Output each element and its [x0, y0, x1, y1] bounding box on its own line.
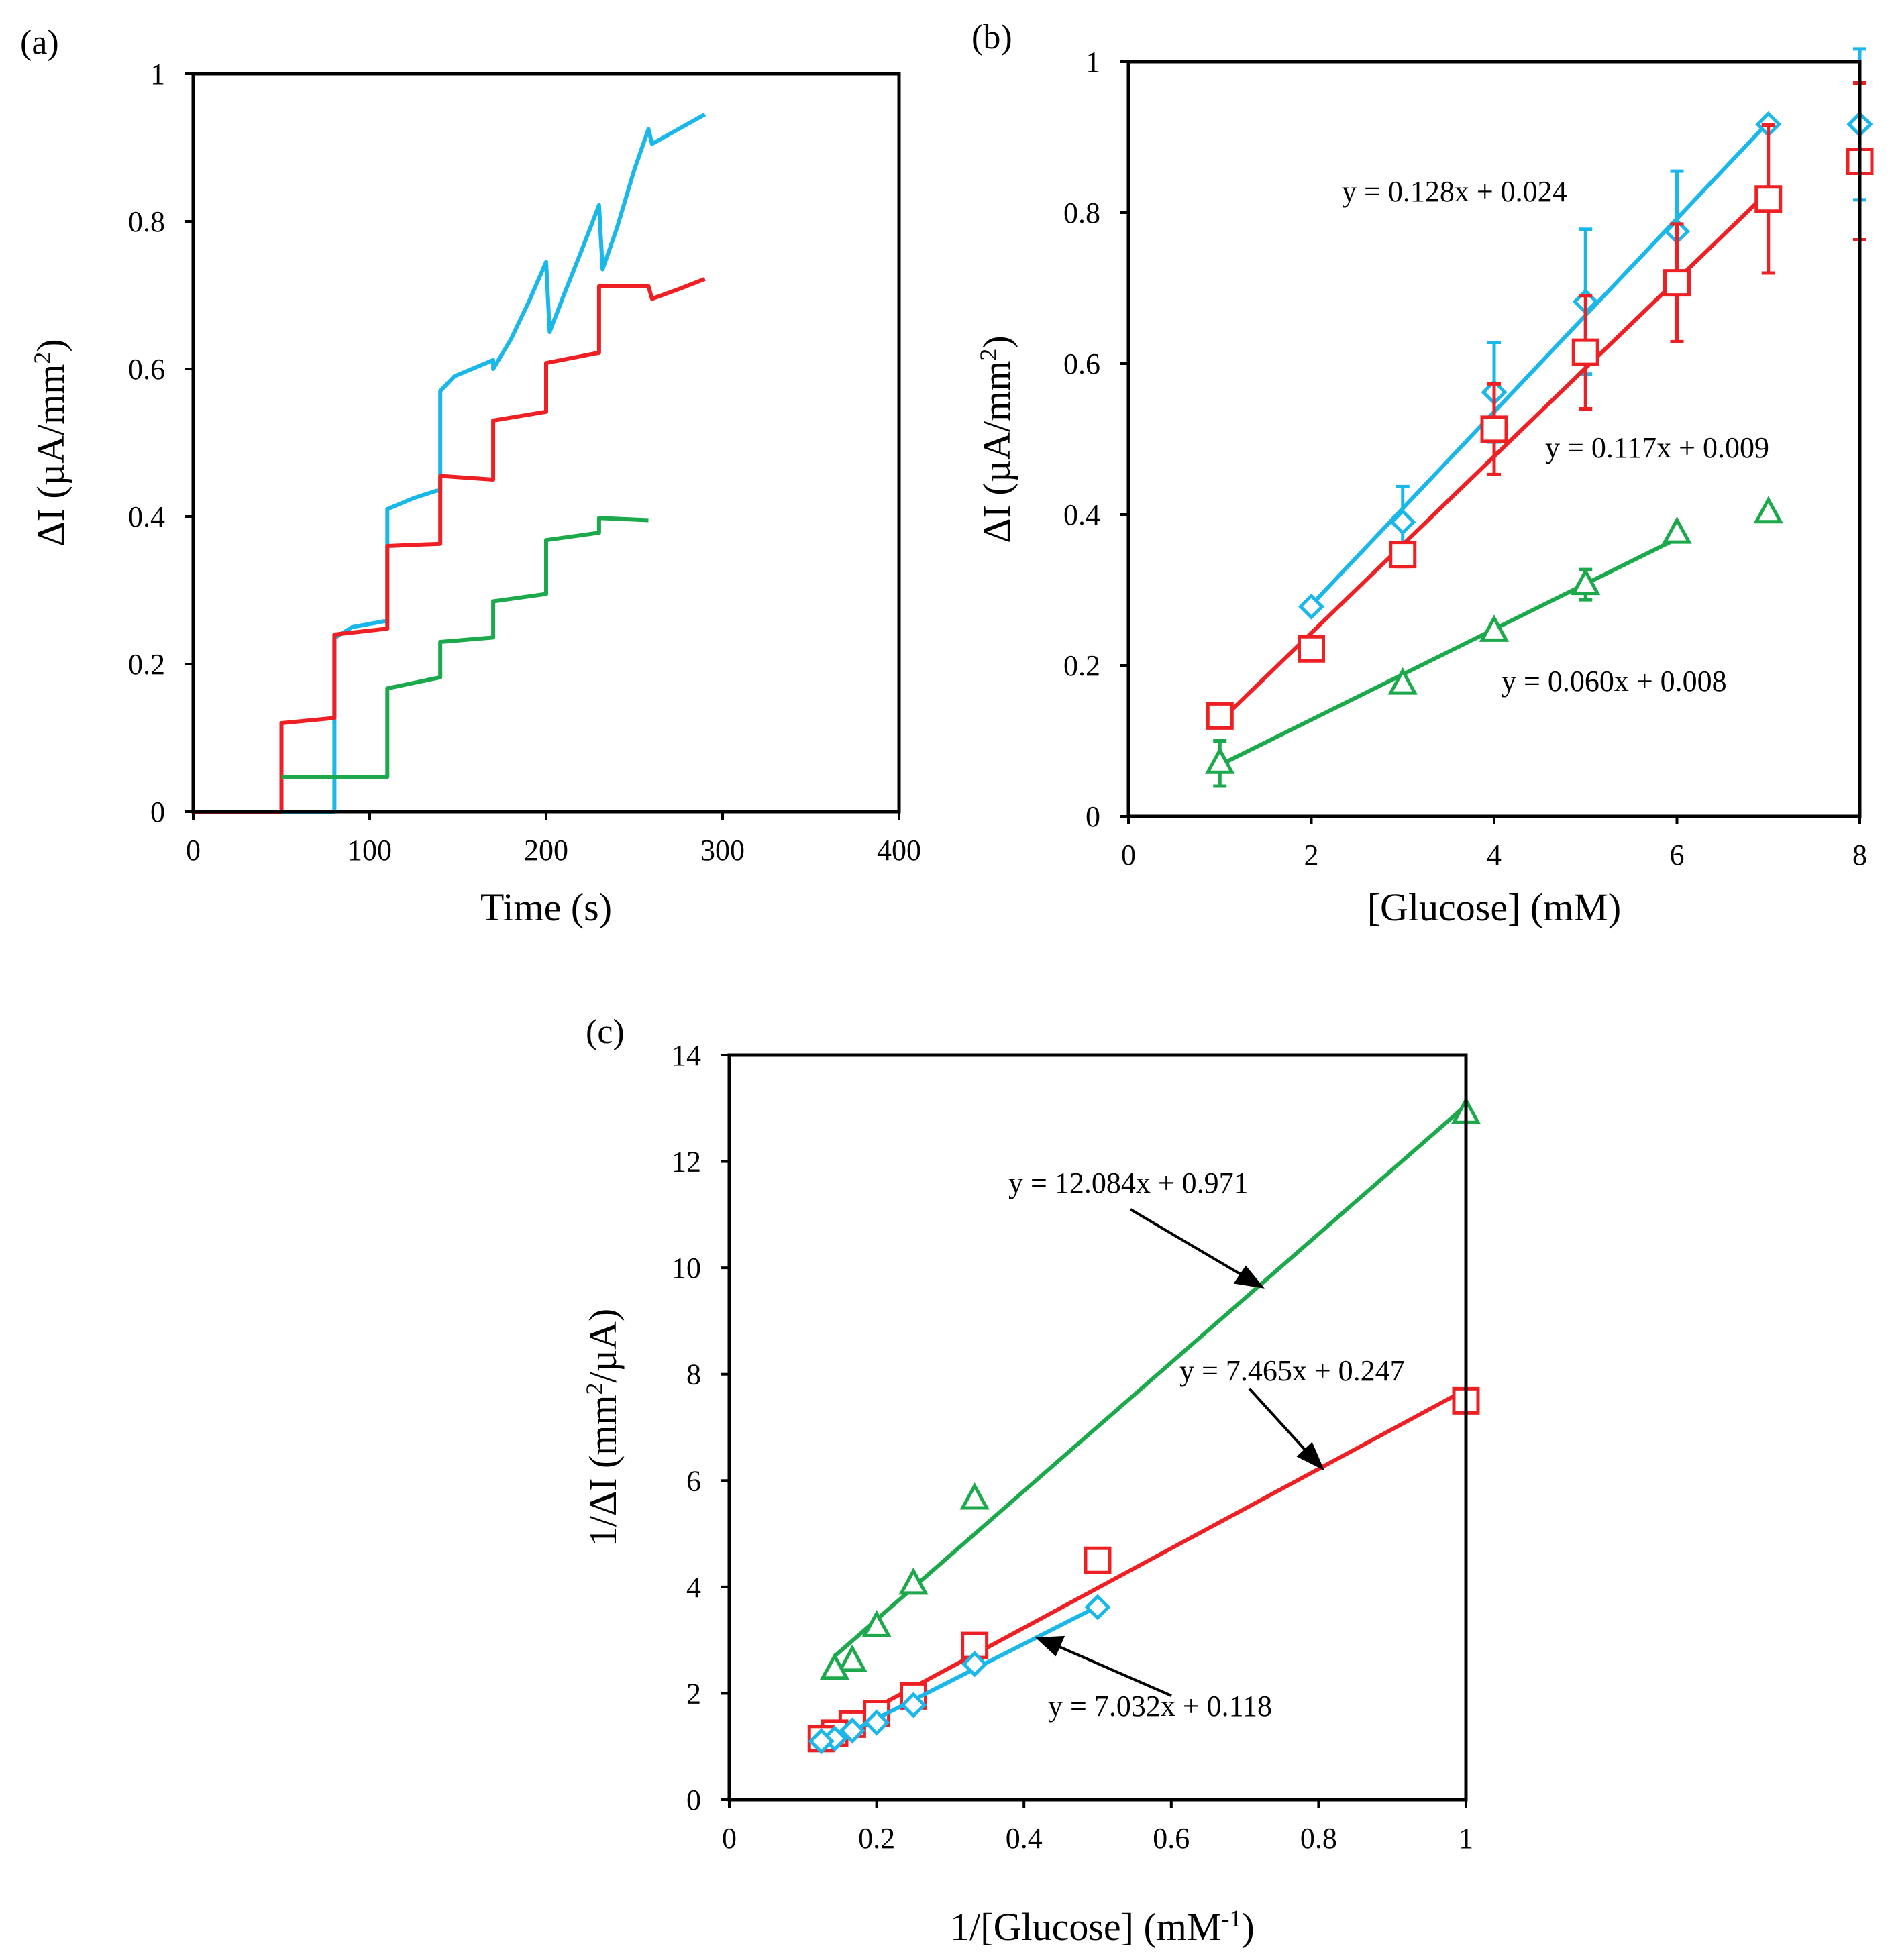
panel-b-point-square-red [1389, 541, 1417, 569]
panel-a-y-tick-label: 0.4 [128, 500, 165, 533]
panel-a-series-line-green [281, 516, 649, 779]
panel-c-point-triangle-green [898, 1567, 929, 1595]
panel-c-y-tick-label: 4 [686, 1571, 701, 1604]
panel-c-x-tick-label: 0.4 [1006, 1822, 1043, 1855]
panel-a-y-tick-label: 0.8 [128, 205, 165, 238]
panel-c-x-tick-label: 1 [1459, 1822, 1473, 1855]
panel-b-point-square-red [1298, 635, 1325, 663]
panel-b-point-square-red [1206, 702, 1234, 730]
panel-a-x-tick-label: 400 [877, 834, 921, 867]
panel-b-equation-green: y = 0.060x + 0.008 [1502, 665, 1727, 698]
panel-c-point-square-red [1084, 1546, 1112, 1574]
panel-a-series-line-red [193, 277, 706, 814]
panel-a-y-tick-label: 0.6 [128, 353, 165, 386]
panel-b-y-tick-label: 0.8 [1063, 197, 1100, 229]
panel-c-y-axis-label: 1/ΔI (mm2/µA) [581, 1309, 625, 1547]
panel-c-point-diamond-blue [1084, 1594, 1111, 1621]
panel-c-fit-line-green [833, 1103, 1467, 1658]
panel-c-point-triangle-green [837, 1644, 867, 1672]
panel-a-y-axis-label: ΔI (µA/mm2) [29, 339, 72, 546]
panel-c: (c) 0 0.2 0.4 0.6 0.8 1 0 2 4 6 8 10 12 14 y = 12.08… [581, 1013, 1481, 1949]
panel-c-y-tick-label: 6 [686, 1464, 701, 1497]
panel-c-point-diamond-blue [961, 1651, 988, 1678]
panel-c-point-triangle-green [959, 1482, 990, 1510]
panel-c-point-diamond-blue [808, 1728, 835, 1755]
panel-b-point-diamond-blue [1298, 593, 1325, 620]
panel-a-label: (a) [20, 23, 59, 62]
panel-a-x-tick-label: 300 [700, 834, 745, 867]
panel-b-x-tick-label: 6 [1670, 838, 1685, 871]
panel-b-y-tick-label: 0.6 [1063, 347, 1100, 380]
panel-b-point-triangle-green [1205, 747, 1235, 774]
panel-c-y-tick-label: 0 [686, 1784, 701, 1816]
panel-a-plot-frame [191, 72, 901, 814]
panel-b-point-triangle-green [1387, 667, 1418, 695]
arrow-line-green [1129, 1208, 1248, 1279]
panel-c-point-diamond-blue [863, 1709, 890, 1736]
panel-c-x-tick-label: 0 [722, 1822, 737, 1855]
panel-b-fit-line-green [1218, 537, 1678, 767]
panel-b-point-square-red [1663, 269, 1691, 297]
panel-b-label: (b) [971, 18, 1012, 56]
panel-c-y-tick-label: 2 [686, 1677, 701, 1710]
panel-c-y-tick-label: 8 [686, 1358, 701, 1391]
arrow-head-red [1296, 1441, 1324, 1471]
panel-c-equation-blue: y = 7.032x + 0.118 [1048, 1690, 1272, 1723]
panel-b-y-tick-label: 0.2 [1063, 649, 1100, 682]
panel-b-y-axis-label: ΔI (µA/mm2) [975, 335, 1018, 543]
panel-c-y-tick-label: 10 [672, 1252, 701, 1285]
panel-b-equation-blue: y = 0.128x + 0.024 [1342, 175, 1567, 208]
panel-c-label: (c) [586, 1013, 625, 1051]
arrow-head-blue [1035, 1635, 1065, 1657]
panel-b-fit-line-blue [1310, 120, 1770, 607]
panel-c-equation-green: y = 12.084x + 0.971 [1008, 1166, 1249, 1199]
panel-a-x-tick-label: 0 [186, 834, 201, 867]
panel-b-point-triangle-green [1753, 496, 1783, 524]
panel-a-y-tick-label: 1 [150, 58, 165, 91]
arrow-line-blue [1054, 1643, 1172, 1697]
panel-b-x-tick-label: 4 [1487, 838, 1502, 871]
panel-c-point-triangle-green [861, 1610, 892, 1637]
panel-c-equation-red: y = 7.465x + 0.247 [1179, 1354, 1405, 1387]
panel-a: (a) 0 100 200 300 400 0 0.2 0.4 0.6 0.8 1 Time (s… [20, 23, 921, 929]
panel-b-x-tick-label: 0 [1121, 838, 1136, 871]
panel-a-y-tick-label: 0.2 [128, 648, 165, 681]
panel-b: (b) 0 2 4 6 8 0 0.2 0.4 0.6 0.8 1 y = 0.128x + 0.… [971, 18, 1874, 929]
panel-c-x-tick-label: 0.6 [1153, 1822, 1190, 1855]
panel-c-plot-frame [727, 1053, 1468, 1802]
panel-b-point-square-red [1480, 415, 1508, 443]
panel-c-y-tick-label: 14 [672, 1039, 701, 1072]
panel-c-x-tick-label: 0.2 [858, 1822, 895, 1855]
panel-c-point-triangle-green [819, 1652, 850, 1680]
panel-b-point-triangle-green [1479, 614, 1510, 642]
panel-c-x-axis-label: 1/[Glucose] (mM-1) [950, 1905, 1255, 1949]
panel-b-y-tick-label: 1 [1086, 46, 1100, 78]
panel-b-x-axis-label: [Glucose] (mM) [1367, 885, 1622, 929]
panel-b-point-triangle-green [1571, 567, 1601, 596]
panel-a-x-axis-label: Time (s) [480, 885, 612, 929]
panel-b-y-tick-label: 0.4 [1063, 498, 1100, 531]
panel-b-x-tick-label: 2 [1304, 838, 1319, 871]
panel-b-point-square-red [1571, 338, 1599, 366]
panel-c-fit-line-red [820, 1387, 1467, 1739]
panel-a-x-tick-label: 100 [348, 834, 392, 867]
panel-b-point-triangle-green [1662, 516, 1692, 544]
panel-b-x-tick-label: 8 [1852, 838, 1867, 871]
panel-c-x-tick-label: 0.8 [1300, 1822, 1337, 1855]
panel-c-point-diamond-blue [900, 1692, 927, 1719]
panel-c-annotation-arrows [1035, 1208, 1324, 1697]
panel-c-fit-line-blue [820, 1604, 1099, 1749]
panel-b-y-tick-label: 0 [1086, 800, 1100, 833]
panel-b-point-square-red [1754, 185, 1783, 213]
panel-a-y-tick-label: 0 [150, 796, 165, 828]
panel-a-x-tick-label: 200 [524, 834, 568, 867]
panel-c-point-diamond-blue [839, 1717, 865, 1744]
arrow-line-red [1248, 1387, 1312, 1457]
panel-b-point-diamond-blue [1389, 508, 1416, 535]
arrow-head-green [1233, 1265, 1265, 1289]
panel-b-equation-red: y = 0.117x + 0.009 [1545, 431, 1769, 464]
panel-c-y-tick-label: 12 [672, 1146, 701, 1179]
